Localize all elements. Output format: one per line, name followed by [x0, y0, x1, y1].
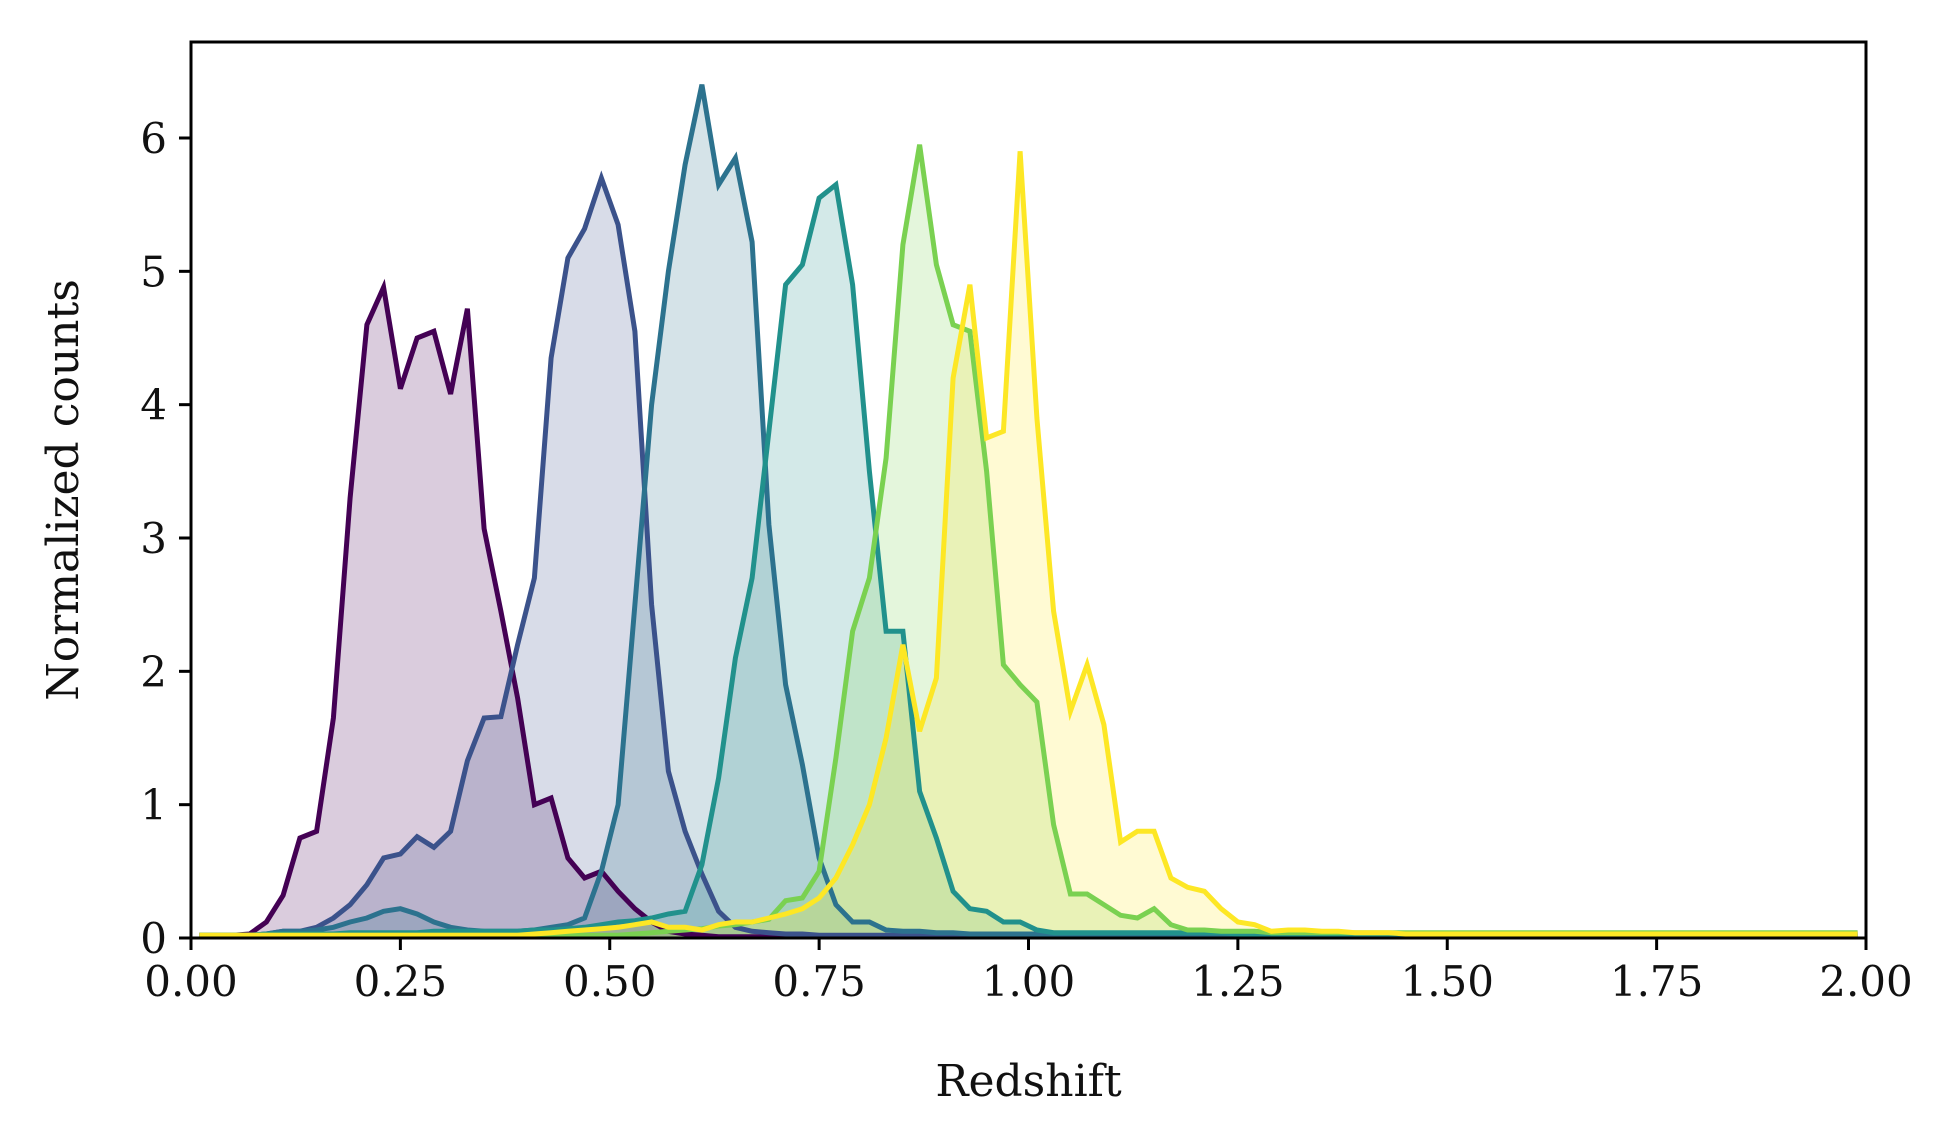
x-tick-label: 0.25: [354, 957, 448, 1006]
y-tick-label: 5: [140, 247, 167, 296]
y-axis-label: Normalized counts: [38, 279, 89, 701]
x-axis-label: Redshift: [935, 1056, 1122, 1107]
x-tick-label: 1.25: [1191, 957, 1285, 1006]
y-tick-label: 0: [140, 914, 167, 963]
x-tick-label: 1.50: [1400, 957, 1494, 1006]
x-tick-label: 2.00: [1819, 957, 1913, 1006]
x-tick-label: 0.75: [772, 957, 866, 1006]
x-tick-label: 0.00: [144, 957, 238, 1006]
x-tick-label: 0.50: [563, 957, 657, 1006]
series-5-area: [199, 144, 1858, 938]
x-axis-ticks: 0.00 0.25 0.50 0.75 1.00 1.25 1.50 1.75 2.00: [144, 938, 1913, 1006]
y-tick-label: 3: [140, 514, 167, 563]
x-tick-label: 1.75: [1610, 957, 1704, 1006]
series-6-line: [199, 151, 1858, 938]
series-fills: [199, 84, 1858, 939]
y-tick-label: 4: [140, 381, 167, 430]
y-axis-ticks: 0 1 2 3 4 5 6: [140, 114, 191, 963]
y-tick-label: 1: [140, 781, 167, 830]
x-tick-label: 1.00: [982, 957, 1076, 1006]
series-2-area: [199, 178, 1858, 938]
y-tick-label: 2: [140, 647, 167, 696]
series-6-area: [199, 151, 1858, 939]
y-tick-label: 6: [140, 114, 167, 163]
